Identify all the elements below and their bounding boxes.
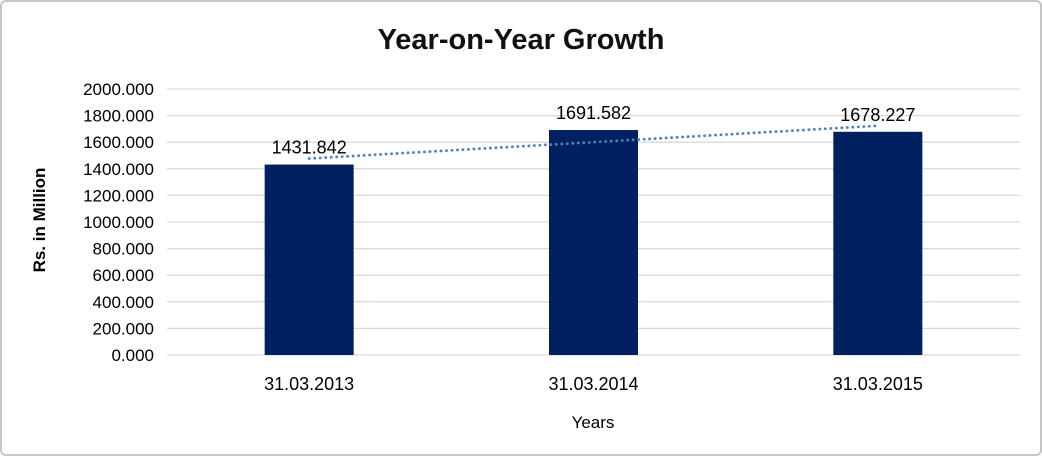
y-tick-label: 1800.000 <box>83 107 154 126</box>
y-tick-label: 0.000 <box>111 346 154 365</box>
data-label: 1691.582 <box>556 103 631 123</box>
trendline <box>307 124 880 160</box>
x-tick-label: 31.03.2014 <box>548 374 638 394</box>
y-axis-title: Rs. in Million <box>30 167 49 273</box>
bar <box>264 164 354 355</box>
y-tick-label: 1600.000 <box>83 133 154 152</box>
y-tick-label: 400.000 <box>93 293 154 312</box>
data-label: 1431.842 <box>272 138 347 158</box>
data-label: 1678.227 <box>840 105 915 125</box>
x-tick-label: 31.03.2013 <box>264 374 354 394</box>
y-tick-label: 200.000 <box>93 319 154 338</box>
y-tick-label: 1200.000 <box>83 186 154 205</box>
chart-title: Year-on-Year Growth <box>377 24 665 56</box>
x-tick-label: 31.03.2015 <box>833 374 923 394</box>
bar <box>833 131 923 355</box>
y-tick-label: 1000.000 <box>83 213 154 232</box>
y-tick-label: 2000.000 <box>83 80 154 99</box>
x-axis-title: Years <box>571 413 615 432</box>
y-tick-label: 800.000 <box>93 240 154 259</box>
y-tick-label: 600.000 <box>93 266 154 285</box>
bar <box>549 130 638 355</box>
y-tick-label: 1400.000 <box>83 160 154 179</box>
